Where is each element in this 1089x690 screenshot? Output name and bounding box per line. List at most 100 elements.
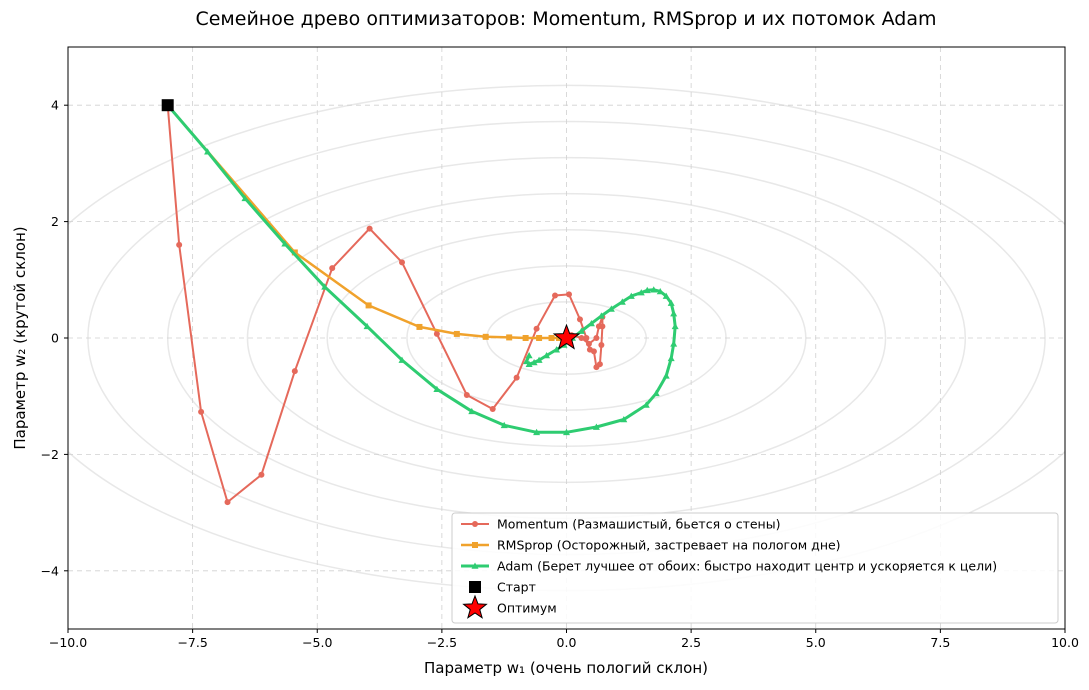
data-point xyxy=(363,322,371,330)
legend-label: Оптимум xyxy=(497,601,557,616)
y-axis-ticks: −4 −2 0 2 4 xyxy=(41,98,68,578)
data-point xyxy=(592,423,600,430)
data-point xyxy=(533,325,540,332)
data-point xyxy=(593,335,600,341)
data-point xyxy=(433,385,441,393)
data-point xyxy=(398,356,406,363)
x-tick-label: 7.5 xyxy=(930,635,950,650)
y-tick-label: −4 xyxy=(41,563,59,578)
legend-label: Adam (Берет лучшее от обоих: быстро нахо… xyxy=(497,559,997,574)
data-point xyxy=(533,428,541,436)
data-point xyxy=(587,319,595,327)
data-point xyxy=(597,312,605,319)
data-point xyxy=(198,408,205,415)
data-point xyxy=(671,322,679,330)
legend-label: Momentum (Размашистый, бьется о стены) xyxy=(497,517,780,532)
data-point xyxy=(607,305,615,312)
data-point xyxy=(416,323,423,330)
data-point xyxy=(578,335,585,341)
data-point xyxy=(535,356,543,363)
x-axis-label: Параметр w₁ (очень пологий склон) xyxy=(424,659,708,677)
data-point xyxy=(670,340,678,347)
data-point xyxy=(281,240,289,247)
data-point xyxy=(453,330,460,337)
data-point xyxy=(662,292,670,299)
x-tick-label: −5.0 xyxy=(302,635,332,650)
data-point xyxy=(590,348,597,355)
data-point xyxy=(670,310,678,317)
x-tick-label: −10.0 xyxy=(49,635,87,650)
legend-label: RMSprop (Осторожный, застревает на полог… xyxy=(497,538,841,553)
data-point xyxy=(643,286,651,294)
legend-label: Старт xyxy=(497,580,536,595)
x-tick-label: −2.5 xyxy=(427,635,457,650)
data-point xyxy=(652,389,660,397)
data-point xyxy=(224,499,231,506)
legend-swatch-marker xyxy=(472,521,478,527)
data-point xyxy=(513,374,520,381)
data-point xyxy=(489,406,496,413)
legend-swatch-marker xyxy=(469,581,481,593)
data-point xyxy=(662,372,670,379)
data-point xyxy=(598,341,605,348)
special-markers xyxy=(161,99,581,350)
y-axis-label: Параметр w₂ (крутой склон) xyxy=(11,226,29,449)
data-point xyxy=(563,428,570,436)
data-point xyxy=(506,334,513,341)
x-axis-ticks: −10.0 −7.5 −5.0 −2.5 0.0 2.5 5.0 7.5 10.0 xyxy=(49,629,1079,650)
data-point xyxy=(463,392,470,399)
x-tick-label: 2.5 xyxy=(681,635,701,650)
data-point xyxy=(329,265,336,272)
y-tick-label: 2 xyxy=(51,214,59,229)
data-point xyxy=(468,407,476,415)
x-tick-label: 10.0 xyxy=(1051,635,1079,650)
data-point xyxy=(291,368,298,375)
data-point xyxy=(595,323,602,330)
data-point xyxy=(576,316,583,323)
data-point xyxy=(552,292,559,299)
data-point xyxy=(543,351,551,359)
chart-title: Семейное древо оптимизаторов: Momentum, … xyxy=(195,8,936,30)
data-point xyxy=(321,283,329,290)
series-0 xyxy=(164,102,606,506)
data-point xyxy=(525,351,533,359)
data-point xyxy=(482,333,489,340)
x-tick-label: 5.0 xyxy=(806,635,826,650)
data-point xyxy=(204,148,212,155)
data-point xyxy=(627,292,635,299)
legend-swatch-marker xyxy=(462,594,488,619)
y-tick-label: −2 xyxy=(41,447,59,462)
legend-swatch-marker xyxy=(472,542,478,548)
data-point xyxy=(620,415,628,423)
data-point xyxy=(366,225,373,232)
data-point xyxy=(577,327,585,334)
data-point xyxy=(433,330,440,337)
data-point xyxy=(258,471,265,478)
x-tick-label: −7.5 xyxy=(177,635,207,650)
data-point xyxy=(530,358,538,366)
data-point xyxy=(656,287,664,295)
data-point xyxy=(637,289,645,296)
legend-swatch-marker xyxy=(471,562,479,569)
data-point xyxy=(398,259,405,266)
data-point xyxy=(536,335,543,341)
data-point xyxy=(553,346,561,353)
data-point xyxy=(667,299,675,306)
data-point xyxy=(365,302,372,309)
optimum-star-marker xyxy=(552,323,581,350)
data-point xyxy=(650,286,658,293)
series-2 xyxy=(164,101,679,436)
legend: Momentum (Размашистый, бьется о стены) RM… xyxy=(451,512,1059,624)
data-point xyxy=(583,335,590,341)
data-point xyxy=(618,298,626,305)
data-point xyxy=(241,194,249,202)
data-point xyxy=(500,421,508,429)
start-marker xyxy=(161,99,174,112)
data-point xyxy=(176,241,183,248)
series-line xyxy=(166,104,677,434)
data-point xyxy=(548,335,555,341)
data-point xyxy=(523,357,531,365)
legend-box xyxy=(451,512,1059,624)
y-tick-label: 0 xyxy=(51,331,59,346)
